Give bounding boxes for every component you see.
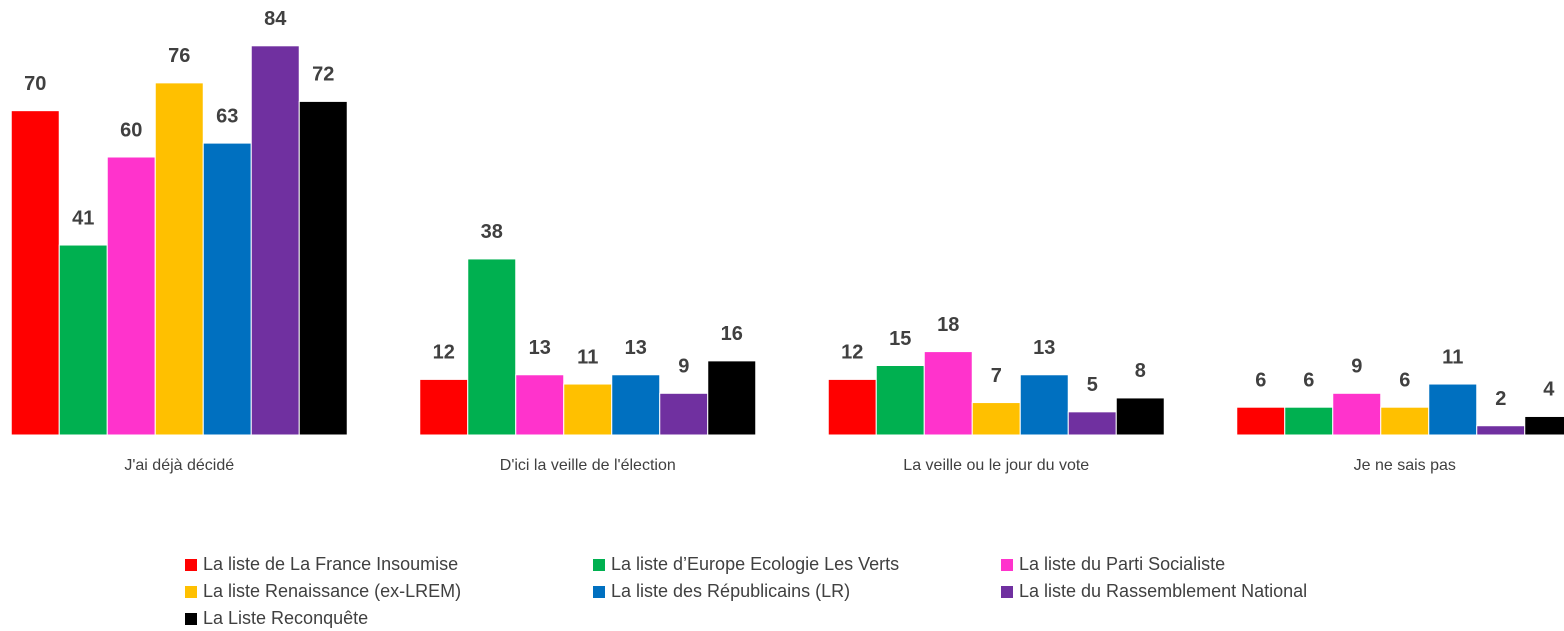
- data-label: 13: [625, 337, 647, 359]
- legend-marker: [1001, 559, 1013, 571]
- bar: [875, 365, 925, 436]
- data-label: 2: [1495, 388, 1506, 410]
- data-label: 4: [1543, 379, 1555, 401]
- legend-marker: [1001, 586, 1013, 598]
- bar: [298, 100, 348, 436]
- bar: [827, 378, 877, 436]
- data-label: 63: [216, 105, 238, 127]
- legend-marker: [593, 559, 605, 571]
- data-label: 15: [889, 328, 911, 350]
- data-label: 13: [1033, 337, 1055, 359]
- data-label: 6: [1399, 369, 1410, 391]
- bar: [659, 392, 709, 436]
- bar: [563, 383, 613, 436]
- data-label: 11: [577, 346, 598, 368]
- legend-marker: [185, 586, 197, 598]
- legend-label: La Liste Reconquête: [203, 608, 368, 628]
- bar: [58, 244, 108, 436]
- bar: [1428, 383, 1478, 436]
- legend-label: La liste des Républicains (LR): [611, 581, 850, 601]
- legend-marker: [593, 586, 605, 598]
- bar: [1067, 411, 1117, 436]
- x-tick-label: La veille ou le jour du vote: [903, 457, 1089, 474]
- bar: [1284, 406, 1334, 436]
- data-label: 84: [264, 8, 287, 30]
- legend-label: La liste d’Europe Ecologie Les Verts: [611, 554, 899, 574]
- legend-label: La liste du Rassemblement National: [1019, 581, 1307, 601]
- bar: [971, 402, 1021, 436]
- bar: [10, 110, 60, 436]
- bar: [611, 374, 661, 436]
- data-label: 18: [937, 314, 959, 336]
- bar: [1019, 374, 1069, 436]
- data-label: 6: [1255, 369, 1266, 391]
- legend-marker: [185, 613, 197, 625]
- data-label: 8: [1135, 360, 1146, 382]
- bar: [1332, 392, 1382, 436]
- data-label: 12: [841, 342, 863, 364]
- bar: [419, 378, 469, 436]
- data-label: 76: [168, 45, 190, 67]
- bar: [467, 258, 517, 436]
- legend-label: La liste de La France Insoumise: [203, 554, 458, 574]
- bar: [515, 374, 565, 436]
- bar: [707, 360, 757, 436]
- data-label: 60: [120, 119, 142, 141]
- data-label: 11: [1442, 346, 1463, 368]
- bar: [1476, 425, 1526, 436]
- bar: [202, 142, 252, 436]
- bar: [1524, 415, 1564, 436]
- data-label: 12: [433, 342, 455, 364]
- data-label: 13: [529, 337, 551, 359]
- data-label: 9: [1351, 356, 1362, 378]
- bar: [1236, 406, 1286, 436]
- legend-label: La liste Renaissance (ex-LREM): [203, 581, 461, 601]
- bar: [923, 351, 973, 436]
- legend-marker: [185, 559, 197, 571]
- data-label: 41: [72, 207, 94, 229]
- data-label: 9: [678, 356, 689, 378]
- legend-label: La liste du Parti Socialiste: [1019, 554, 1225, 574]
- x-tick-label: J'ai déjà décidé: [124, 457, 234, 474]
- bar: [154, 82, 204, 436]
- bar: [250, 45, 300, 436]
- bar: [1115, 397, 1165, 436]
- x-tick-label: Je ne sais pas: [1354, 457, 1456, 474]
- data-label: 38: [481, 221, 503, 243]
- x-tick-label: D'ici la veille de l'élection: [500, 457, 676, 474]
- data-label: 5: [1087, 374, 1098, 396]
- data-label: 6: [1303, 369, 1314, 391]
- data-label: 7: [991, 365, 1002, 387]
- bar: [1380, 406, 1430, 436]
- data-label: 70: [24, 73, 46, 95]
- data-label: 16: [721, 323, 743, 345]
- bar: [106, 156, 156, 436]
- data-label: 72: [312, 64, 334, 86]
